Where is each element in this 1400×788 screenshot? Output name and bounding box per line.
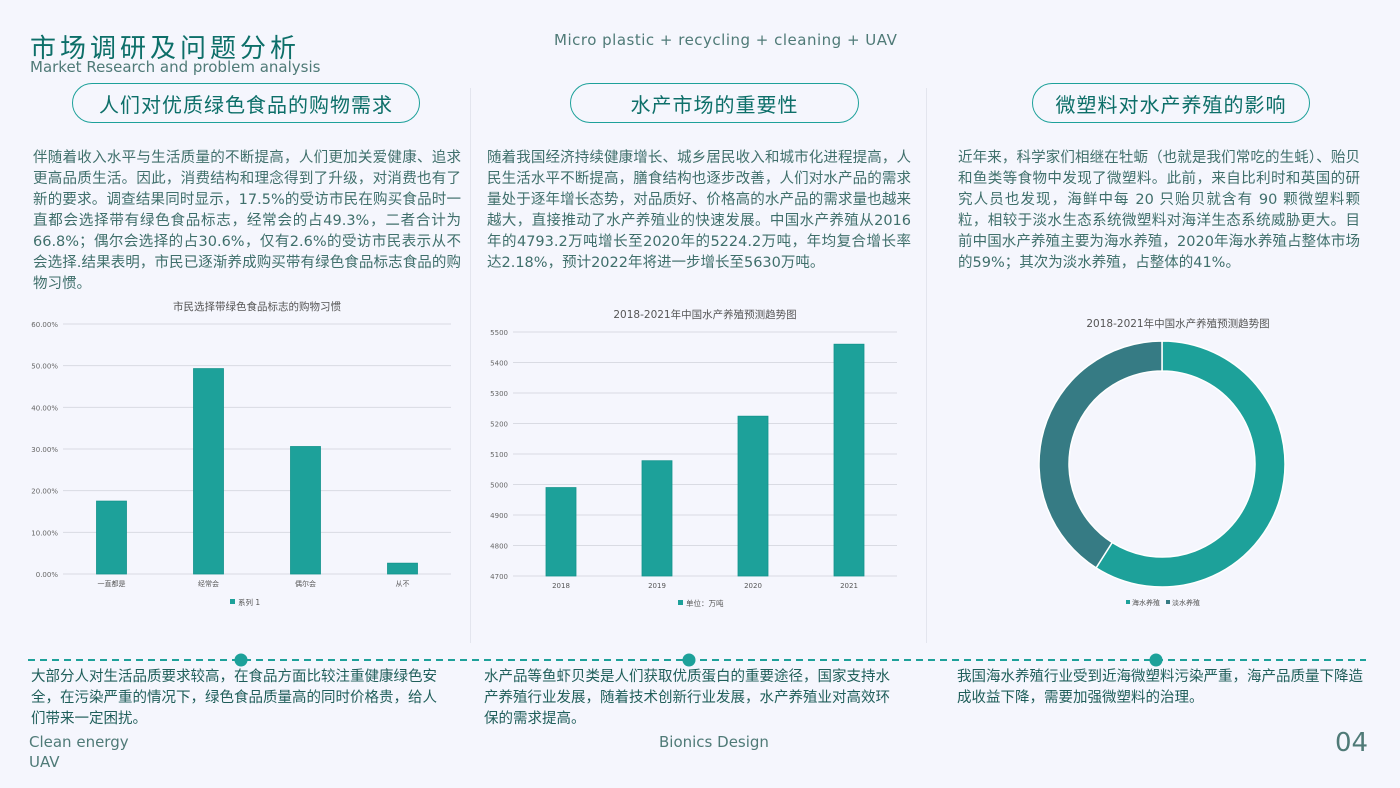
y-tick-label: 20.00%	[31, 488, 58, 496]
page-subtitle: Market Research and problem analysis	[30, 58, 321, 76]
summary-microplastic: 我国海水养殖行业受到近海微塑料污染严重，海产品质量下降造成收益下降，需要加强微塑…	[957, 669, 1363, 706]
bar	[737, 415, 769, 577]
y-tick-label: 4900	[490, 512, 508, 520]
legend-swatch	[678, 600, 683, 605]
legend-swatch	[230, 599, 235, 604]
bar	[641, 460, 673, 577]
y-tick-label: 4700	[490, 573, 508, 581]
section-heading-green-food: 人们对优质绿色食品的购物需求	[72, 83, 420, 123]
section-heading-aquatic-market: 水产市场的重要性	[570, 83, 859, 123]
x-tick-label: 偶尔会	[295, 579, 316, 588]
x-tick-label: 2020	[744, 582, 762, 590]
y-tick-label: 30.00%	[31, 446, 58, 454]
paragraph-microplastic: 近年来，科学家们相继在牡蛎（也就是我们常吃的生蚝）、贻贝和鱼类等食物中发现了微塑…	[958, 150, 1360, 271]
x-tick-label: 一直都是	[98, 579, 126, 588]
bar	[290, 446, 321, 575]
y-tick-label: 60.00%	[31, 321, 58, 329]
bar	[833, 343, 865, 577]
timeline-dot	[1149, 653, 1163, 667]
y-tick-label: 40.00%	[31, 404, 58, 412]
bar	[545, 487, 577, 577]
y-tick-label: 0.00%	[36, 571, 59, 579]
legend-swatch	[1126, 600, 1130, 604]
bar	[193, 368, 224, 575]
x-tick-label: 经常会	[198, 579, 219, 588]
x-tick-label: 2018	[552, 582, 570, 590]
y-tick-label: 50.00%	[31, 363, 58, 371]
y-tick-label: 5400	[490, 360, 508, 368]
column-divider	[470, 88, 471, 643]
legend-label: 海水养殖	[1132, 598, 1160, 607]
donut-slice	[1095, 340, 1286, 588]
legend-label: 单位：万吨	[686, 598, 724, 608]
x-tick-label: 2021	[840, 582, 858, 590]
legend-label: 系列 1	[238, 597, 260, 607]
summary-aquatic-market: 水产品等鱼虾贝类是人们获取优质蛋白的重要途径，国家支持水产养殖行业发展，随着技术…	[484, 669, 890, 727]
section-heading-microplastic: 微塑料对水产养殖的影响	[1032, 83, 1310, 123]
y-tick-label: 4800	[490, 543, 508, 551]
y-tick-label: 5100	[490, 451, 508, 459]
x-tick-label: 2019	[648, 582, 666, 590]
donut-slice	[1038, 340, 1163, 569]
footer-center: Bionics Design	[659, 733, 769, 751]
x-tick-label: 从不	[396, 580, 410, 588]
paragraph-aquatic-market: 随着我国经济持续健康增长、城乡居民收入和城市化进程提高，人民生活水平不断提高，膳…	[487, 150, 911, 271]
timeline-dot	[234, 653, 248, 667]
timeline-dot	[682, 653, 696, 667]
y-tick-label: 10.00%	[31, 529, 58, 537]
paragraph-green-food: 伴随着收入水平与生活质量的不断提高，人们更加关爱健康、追求更高品质生活。因此，消…	[33, 150, 461, 292]
y-tick-label: 5200	[490, 421, 508, 429]
legend-label: 淡水养殖	[1172, 598, 1200, 607]
page-title: 市场调研及问题分析	[30, 34, 301, 64]
legend-swatch	[1166, 600, 1170, 604]
y-tick-label: 5000	[490, 482, 508, 490]
page-number: 04	[1335, 728, 1369, 758]
bar	[96, 500, 127, 575]
summary-green-food: 大部分人对生活品质要求较高，在食品方面比较注重健康绿色安全，在污染严重的情况下，…	[31, 669, 437, 727]
y-tick-label: 5500	[490, 329, 508, 337]
footer-left-line1: Clean energy	[29, 733, 129, 751]
y-tick-label: 5300	[490, 390, 508, 398]
chart-title: 2018-2021年中国水产养殖预测趋势图	[1086, 317, 1269, 330]
chart-title: 市民选择带绿色食品标志的购物习惯	[173, 300, 341, 313]
tagline: Micro plastic + recycling + cleaning + U…	[554, 31, 898, 49]
footer-left-line2: UAV	[29, 753, 60, 771]
bar	[387, 562, 418, 575]
chart-title: 2018-2021年中国水产养殖预测趋势图	[613, 308, 796, 321]
column-divider	[926, 88, 927, 643]
